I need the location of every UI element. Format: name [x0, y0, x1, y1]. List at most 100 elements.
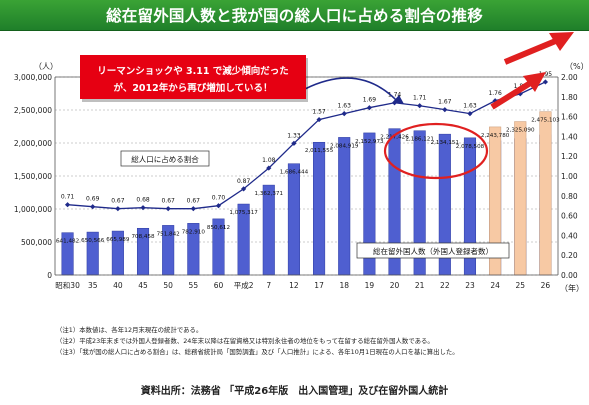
axes	[54, 76, 559, 276]
ratio-point	[517, 91, 523, 97]
source-line: 資料出所：法務省 「平成26年版 出入国管理」及び在留外国人統計	[140, 386, 449, 397]
y-right-tick-label: 0.00	[561, 271, 578, 280]
ratio-point	[140, 205, 146, 211]
x-tick-label: 24	[490, 281, 500, 290]
ratio-value-label: 0.68	[136, 197, 150, 204]
note-2: （注2）平成23年末までは外国人登録者数、24年末以降は在留資格又は特別永住者の…	[56, 337, 434, 345]
x-tick-label: 50	[163, 281, 173, 290]
legend-line-box	[120, 150, 210, 167]
bar-value-label: 782,910	[182, 229, 206, 235]
ratio-value-label: 1.63	[338, 103, 352, 110]
callout-line-2: が、2012年から再び増加している！	[113, 83, 273, 94]
bar-value-label: 850,612	[207, 225, 230, 231]
x-tick-label: 18	[339, 281, 349, 290]
callout-line-1: リーマンショックや 3.11 で減少傾向だった	[97, 66, 289, 77]
ratio-value-label: 0.71	[61, 194, 75, 201]
bar-value-label: 2,152,973	[355, 139, 384, 145]
bars	[61, 111, 552, 276]
x-tick-label: 昭和30	[55, 281, 80, 290]
bar-value-label: 2,078,508	[456, 144, 485, 150]
x-tick-label: 25	[516, 281, 526, 290]
bar-value-label: 708,458	[131, 234, 155, 240]
x-unit: （年）	[560, 283, 584, 293]
ratio-point	[467, 111, 473, 117]
ratio-value-label: 1.08	[262, 157, 276, 164]
y-right-tick-label: 0.80	[561, 192, 578, 201]
x-tick-label: 19	[365, 281, 375, 290]
ratio-point	[215, 203, 222, 209]
bar-value-label: 2,243,780	[481, 133, 510, 139]
ratio-point	[542, 79, 549, 85]
bar	[313, 141, 326, 276]
annotation-callout: リーマンショックや 3.11 で減少傾向だった が、2012年から再び増加してい…	[80, 55, 306, 99]
decline-highlight-ellipse	[383, 122, 489, 180]
ratio-line	[67, 81, 546, 210]
y-right-tick-label: 2.00	[561, 73, 578, 82]
bar-value-label: 641,482	[56, 239, 79, 245]
bar	[539, 111, 552, 276]
y-right-tick-label: 1.40	[561, 132, 578, 141]
x-tick-label: 17	[314, 281, 324, 290]
ratio-point	[115, 206, 121, 212]
x-tick-label: 45	[138, 281, 148, 290]
ratio-value-label: 0.67	[187, 198, 201, 205]
bar-value-label: 2,217,426	[380, 135, 409, 141]
bar	[262, 184, 275, 276]
ratio-value-label: 1.67	[438, 99, 452, 106]
x-tick-label: 40	[113, 281, 123, 290]
y-right-unit: （%）	[565, 62, 589, 71]
x-tick-label: 35	[88, 281, 98, 290]
x-tick-label: 21	[415, 281, 425, 290]
ratio-value-label: 0.67	[161, 198, 175, 205]
y-left-tick-label: 1,500,000	[14, 172, 52, 181]
x-tick-label: 26	[541, 281, 551, 290]
bar-value-label: 665,989	[106, 237, 130, 243]
bar-value-label: 1,362,371	[255, 191, 284, 197]
chart-title: 総在留外国人数と我が国の総人口に占める割合の推移	[106, 7, 483, 25]
x-tick-label: 23	[465, 281, 475, 290]
y-right-ticks: 0.00 0.20 0.40 0.60 0.80 1.00 1.20 1.40 1.60 1.80…	[561, 73, 578, 280]
trend-arrow-1	[490, 79, 534, 110]
bar-value-label: 1,686,444	[280, 170, 309, 176]
trend-arrow-1-head	[523, 72, 546, 92]
ratio-point	[266, 165, 272, 171]
ratio-value-label: 1.95	[539, 71, 553, 78]
legend-bar-box	[356, 242, 510, 259]
x-tick-label: 55	[189, 281, 199, 290]
bar-value-label: 2,325,090	[506, 128, 535, 134]
ratio-point	[316, 116, 322, 123]
ratio-point	[165, 206, 171, 212]
bar-value-label: 2,011,555	[305, 148, 334, 154]
x-tick-label: 60	[214, 281, 224, 290]
x-tick-label: 20	[390, 281, 400, 290]
legend-bar-label: 総在留外国人数（外国人登録者数）	[373, 246, 493, 256]
ratio-value-label: 0.70	[212, 195, 226, 202]
y-right-tick-label: 0.20	[561, 251, 578, 260]
bar	[338, 137, 351, 276]
x-tick-label: 22	[440, 281, 450, 290]
notes: （注1）本数値は、各年12月末現在の統計である。 （注2）平成23年末までは外国…	[56, 325, 459, 358]
ratio-value-label: 1.69	[363, 97, 377, 104]
y-left-tick-label: 2,500,000	[14, 106, 52, 115]
callout-arrow-head	[392, 95, 404, 104]
title-bar: 総在留外国人数と我が国の総人口に占める割合の推移	[0, 0, 589, 31]
ratio-point	[241, 186, 247, 192]
trend-arrow-2-head	[549, 32, 574, 51]
ratio-point	[90, 204, 96, 210]
bar	[287, 163, 300, 276]
bar-value-label: 2,084,919	[330, 143, 359, 149]
ratio-value-label: 1.33	[287, 132, 301, 139]
callout-arrow	[304, 77, 399, 103]
y-right-tick-label: 1.20	[561, 152, 578, 161]
ratio-value-label: 1.71	[413, 95, 427, 102]
ratio-point	[366, 105, 372, 111]
y-left-tick-label: 0	[47, 271, 52, 280]
bar-value-label: 1,075,317	[229, 210, 258, 216]
x-tick-label: 12	[289, 281, 299, 290]
ratio-point	[190, 206, 196, 212]
y-left-tick-label: 3,000,000	[14, 73, 52, 82]
y-left-tick-label: 1,000,000	[14, 205, 52, 214]
bar-value-label: 650,566	[81, 238, 105, 244]
ratio-value-label: 1.63	[463, 103, 477, 110]
ratio-point	[417, 103, 423, 109]
